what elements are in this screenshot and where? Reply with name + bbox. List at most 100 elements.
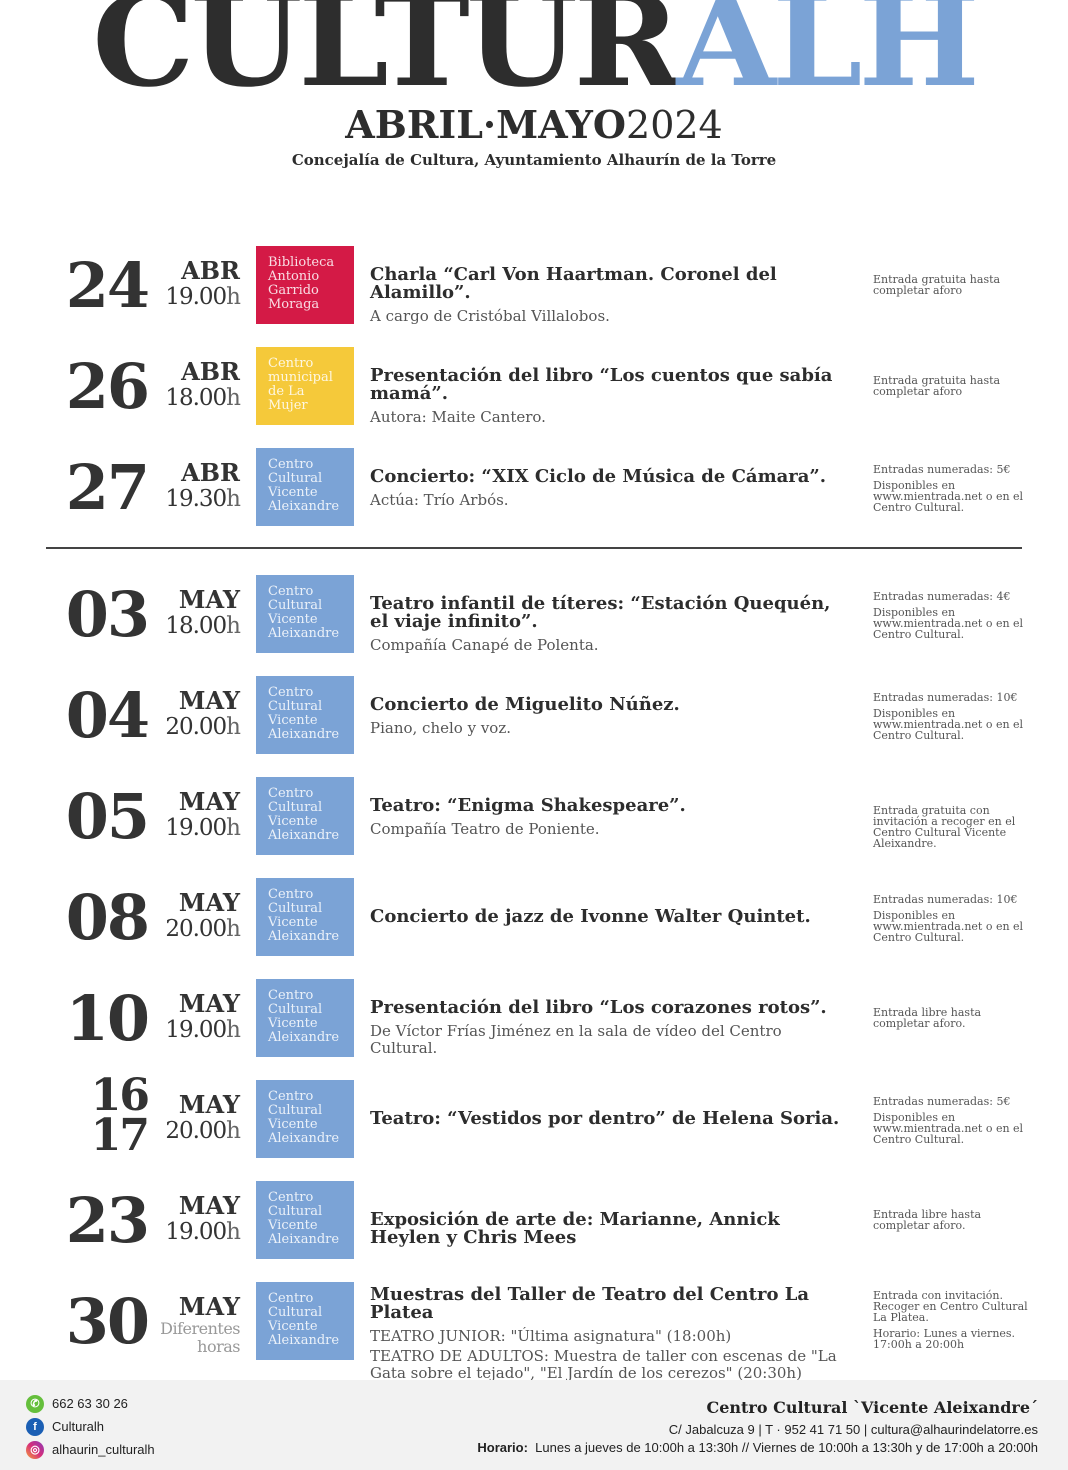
event-date-time: ABR 19.00h: [165, 258, 241, 311]
venue-line: Centro: [268, 584, 314, 599]
event-month: MAY: [178, 787, 240, 816]
contacts: ✆ 662 63 30 26 f Culturalh ◎ alhaurin_cultu…: [26, 1392, 155, 1461]
event-title: Concierto: “XIX Ciclo de Música de Cámar…: [370, 466, 827, 487]
venue-line: Cultural: [268, 598, 323, 613]
event-row: 24 ABR 19.00h Biblioteca Antonio Garrido Morag…: [0, 246, 1068, 347]
event-description: TEATRO DE ADULTOS: Muestra de taller con…: [370, 1347, 837, 1382]
venue-line: Cultural: [268, 1103, 323, 1118]
time-value: 19.30: [165, 486, 227, 512]
event-day: 16 17: [91, 1074, 150, 1158]
venue-badge: Centro Cultural Vicente Aleixandre: [256, 878, 354, 956]
event-date-time: MAY 19.00h: [165, 1193, 241, 1246]
ticket-info-line: Disponibles en www.mientrada.net o en el…: [873, 479, 1024, 514]
day-number: 04: [65, 679, 150, 752]
event-details: Presentación del libro “Los corazones ro…: [370, 999, 850, 1060]
time-value: 18.00: [165, 385, 227, 411]
venue-line: Vicente: [268, 612, 318, 627]
event-time: 19.00h: [165, 284, 241, 310]
venue-line: Garrido: [268, 283, 319, 298]
event-date-time: ABR 18.00h: [165, 357, 241, 412]
ticket-info: Entrada libre hasta completar aforo.: [873, 1007, 1028, 1034]
ticket-info: Entradas numeradas: 10€ Disponibles en ww…: [873, 894, 1028, 948]
event-time: 18.00h: [165, 385, 241, 411]
day-number: 26: [65, 350, 150, 423]
venue-line: Cultural: [268, 1305, 323, 1320]
event-time: Diferentes horas: [152, 1320, 240, 1356]
time-value: 19.00: [165, 284, 227, 310]
event-date-time: MAY 20.00h: [165, 688, 241, 741]
venue-line: Centro: [268, 1291, 314, 1306]
venue-line: Vicente: [268, 814, 318, 829]
ticket-info-line: Entrada gratuita hasta completar aforo: [873, 273, 1001, 297]
event-description: Piano, chelo y voz.: [370, 719, 512, 737]
event-day: 04: [65, 678, 150, 754]
period-year: 2024: [626, 103, 723, 147]
event-month: MAY: [178, 1292, 240, 1321]
event-day: 30: [65, 1284, 150, 1360]
venue-badge: Centro municipal de La Mujer: [256, 347, 354, 425]
event-day: 24: [66, 248, 150, 324]
ticket-info-line: Entrada libre hasta completar aforo.: [873, 1006, 982, 1030]
ticket-info: Entradas numeradas: 5€ Disponibles en www…: [873, 464, 1028, 518]
event-day: 26: [65, 349, 150, 425]
event-row: 23 MAY 19.00h Centro Cultural Vicente Aleixand…: [0, 1181, 1068, 1282]
venue-line: Centro: [268, 1089, 314, 1104]
time-suffix: h: [226, 1219, 241, 1245]
venue-line: Mujer: [268, 398, 308, 413]
event-row: 26 ABR 18.00h Centro municipal de La Mujer Pres…: [0, 347, 1068, 448]
venue-line: de La: [268, 384, 305, 399]
event-time: 19.00h: [165, 1017, 241, 1043]
venue-line: municipal: [268, 370, 333, 385]
venue-line: Aleixandre: [268, 828, 340, 843]
event-day: 05: [66, 779, 150, 855]
day-number: 30: [65, 1285, 150, 1358]
event-date-time: MAY 19.00h: [165, 787, 241, 842]
event-date-time: MAY 19.00h: [165, 991, 241, 1044]
event-row: 05 MAY 19.00h Centro Cultural Vicente Aleixand…: [0, 777, 1068, 878]
event-row: 10 MAY 19.00h Centro Cultural Vicente Aleixand…: [0, 979, 1068, 1080]
section-divider: [0, 547, 1068, 575]
venue-badge: Centro Cultural Vicente Aleixandre: [256, 1181, 354, 1259]
address-line: C/ Jabalcuza 9 | T · 952 41 71 50 | cult…: [668, 1422, 1038, 1437]
event-month: MAY: [178, 1090, 240, 1119]
day-number: 08: [65, 881, 150, 954]
venue-line: Aleixandre: [268, 626, 340, 641]
venue-line: Vicente: [268, 1218, 318, 1233]
time-value: 20.00: [165, 1118, 227, 1144]
event-title: Exposición de arte de: Marianne, Annick …: [370, 1209, 780, 1248]
facebook-contact[interactable]: f Culturalh: [26, 1415, 155, 1438]
day-number: 03: [65, 578, 150, 651]
venue-line: Moraga: [268, 297, 320, 312]
venue-badge: Centro Cultural Vicente Aleixandre: [256, 1282, 354, 1360]
venue-line: Aleixandre: [268, 499, 340, 514]
event-date-time: ABR 19.30h: [165, 458, 241, 513]
instagram-contact[interactable]: ◎ alhaurin_culturalh: [26, 1438, 155, 1461]
venue-line: Vicente: [268, 915, 318, 930]
event-details: Concierto: “XIX Ciclo de Música de Cámar…: [370, 468, 850, 512]
venue-line: Aleixandre: [268, 929, 340, 944]
time-suffix: h: [226, 714, 241, 740]
venue-line: Centro: [268, 887, 314, 902]
event-row: 30 MAY Diferentes horas Centro Cultural Vicen…: [0, 1282, 1068, 1383]
ticket-info-line: Entradas numeradas: 5€: [873, 1095, 1011, 1108]
period-months: ABRIL·MAYO: [345, 102, 627, 147]
time-suffix: h: [226, 486, 241, 512]
event-month: ABR: [181, 357, 240, 386]
event-row: 16 17 MAY 20.00h Centro Cultural Vicente Aleixa…: [0, 1074, 1068, 1181]
event-row: 04 MAY 20.00h Centro Cultural Vicente Aleixand…: [0, 676, 1068, 777]
event-title: Charla “Carl Von Haartman. Coronel del A…: [370, 264, 777, 303]
instagram-icon: ◎: [26, 1440, 44, 1459]
ticket-info: Entradas numeradas: 10€ Disponibles en ww…: [873, 692, 1028, 746]
event-month: ABR: [181, 458, 240, 487]
ticket-info-line: Horario: Lunes a viernes. 17:00h a 20:00…: [873, 1327, 1016, 1351]
instagram-handle: alhaurin_culturalh: [52, 1442, 155, 1457]
ticket-info: Entradas numeradas: 5€ Disponibles en www…: [873, 1096, 1028, 1150]
event-time: 18.00h: [165, 613, 241, 639]
whatsapp-contact[interactable]: ✆ 662 63 30 26: [26, 1392, 155, 1415]
event-month: MAY: [178, 888, 240, 917]
venue-line: Cultural: [268, 471, 323, 486]
event-date-time: MAY 20.00h: [165, 888, 241, 943]
event-description: De Víctor Frías Jiménez en la sala de ví…: [370, 1022, 782, 1057]
time-suffix: h: [226, 284, 241, 310]
event-description: Compañía Teatro de Poniente.: [370, 820, 600, 838]
